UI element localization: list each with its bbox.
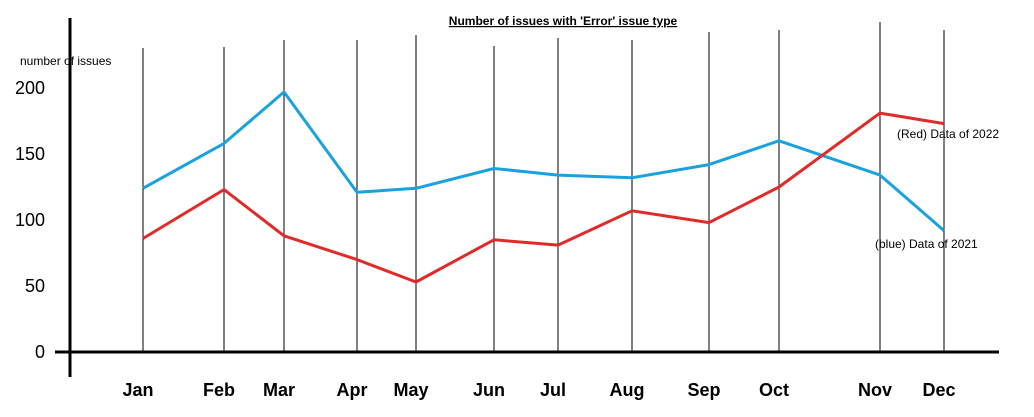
legend-entry-2021: (blue) Data of 2021: [875, 237, 978, 251]
series-line-2021: [142, 90, 945, 232]
y-tick-label: 50: [25, 276, 45, 296]
chart-title: Number of issues with 'Error' issue type: [449, 14, 678, 28]
y-axis-label: number of issues: [20, 54, 111, 68]
series-lines: [142, 90, 945, 284]
legend: (blue) Data of 2021 (Red) Data of 2022: [875, 127, 999, 251]
y-tick-label: 100: [15, 210, 45, 230]
x-tick-label: Jun: [473, 380, 505, 400]
y-tick-labels: 0 50 100 150 200: [15, 78, 45, 362]
x-tick-label: Nov: [858, 380, 892, 400]
x-tick-label: Jan: [122, 380, 153, 400]
y-tick-label: 0: [35, 342, 45, 362]
legend-entry-2022: (Red) Data of 2022: [897, 127, 999, 141]
x-tick-label: May: [393, 380, 428, 400]
x-tick-label: Aug: [610, 380, 645, 400]
x-tick-label: Oct: [759, 380, 789, 400]
x-tick-label: Sep: [687, 380, 720, 400]
y-tick-label: 150: [15, 144, 45, 164]
x-tick-label: Feb: [203, 380, 235, 400]
x-tick-label: Jul: [540, 380, 566, 400]
x-tick-labels: Jan Feb Mar Apr May Jun Jul Aug Sep Oct Nov Dec: [122, 380, 955, 400]
vertical-gridlines: [142, 22, 945, 352]
x-tick-label: Apr: [337, 380, 368, 400]
series-line-2022: [142, 111, 945, 284]
x-tick-label: Dec: [922, 380, 955, 400]
x-tick-label: Mar: [263, 380, 295, 400]
y-tick-label: 200: [15, 78, 45, 98]
